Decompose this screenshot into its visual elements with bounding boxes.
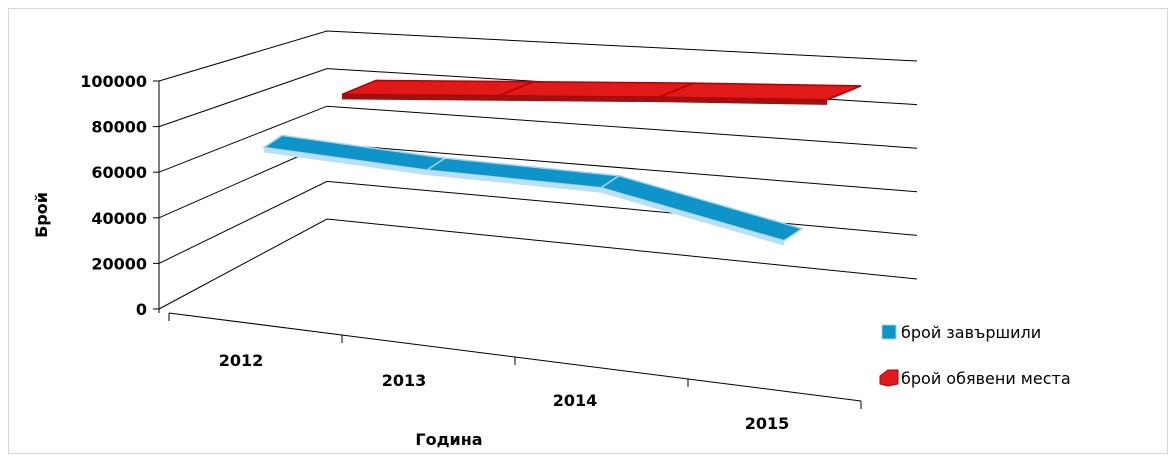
y-axis-title: Брой — [32, 192, 51, 238]
y-tick-label: 60000 — [91, 163, 147, 182]
x-tick-label: 2013 — [382, 371, 427, 390]
ribbon-edge — [427, 170, 601, 193]
gridline — [158, 30, 918, 82]
ribbon-edge — [659, 97, 827, 105]
gridline — [158, 218, 918, 310]
y-tick-label: 20000 — [91, 254, 147, 273]
ribbon-edge — [342, 94, 499, 101]
x-tick-label: 2015 — [745, 414, 790, 433]
gridline — [158, 105, 918, 173]
series-graduates-ribbon — [261, 134, 804, 246]
legend-swatch — [881, 324, 897, 340]
chart-area: 0 20000 40000 60000 80000 100000 2012 2013 2014 2… — [32, 30, 1071, 449]
y-tick-label: 40000 — [91, 209, 147, 228]
legend: брой завършили брой обявени места — [879, 323, 1071, 388]
ribbon-edge — [264, 147, 427, 176]
ribbon-edge — [499, 95, 659, 103]
legend-label: брой обявени места — [901, 369, 1071, 388]
y-tick-label: 0 — [136, 300, 147, 319]
chart-frame: 0 20000 40000 60000 80000 100000 2012 2013 2014 2… — [8, 8, 1168, 454]
gridline — [158, 180, 918, 264]
y-tick-label: 80000 — [91, 118, 147, 137]
x-axis-title: Година — [415, 430, 482, 449]
legend-label: брой завършили — [901, 323, 1041, 342]
ribbon-edge — [601, 187, 784, 246]
ribbon-segment — [658, 82, 862, 101]
legend-swatch — [879, 369, 899, 387]
series-places-ribbon — [341, 79, 862, 105]
y-tick-label: 100000 — [80, 72, 147, 91]
x-tick-label: 2014 — [553, 391, 598, 410]
ribbon-segment — [599, 174, 804, 242]
x-tick-label: 2012 — [219, 351, 264, 370]
